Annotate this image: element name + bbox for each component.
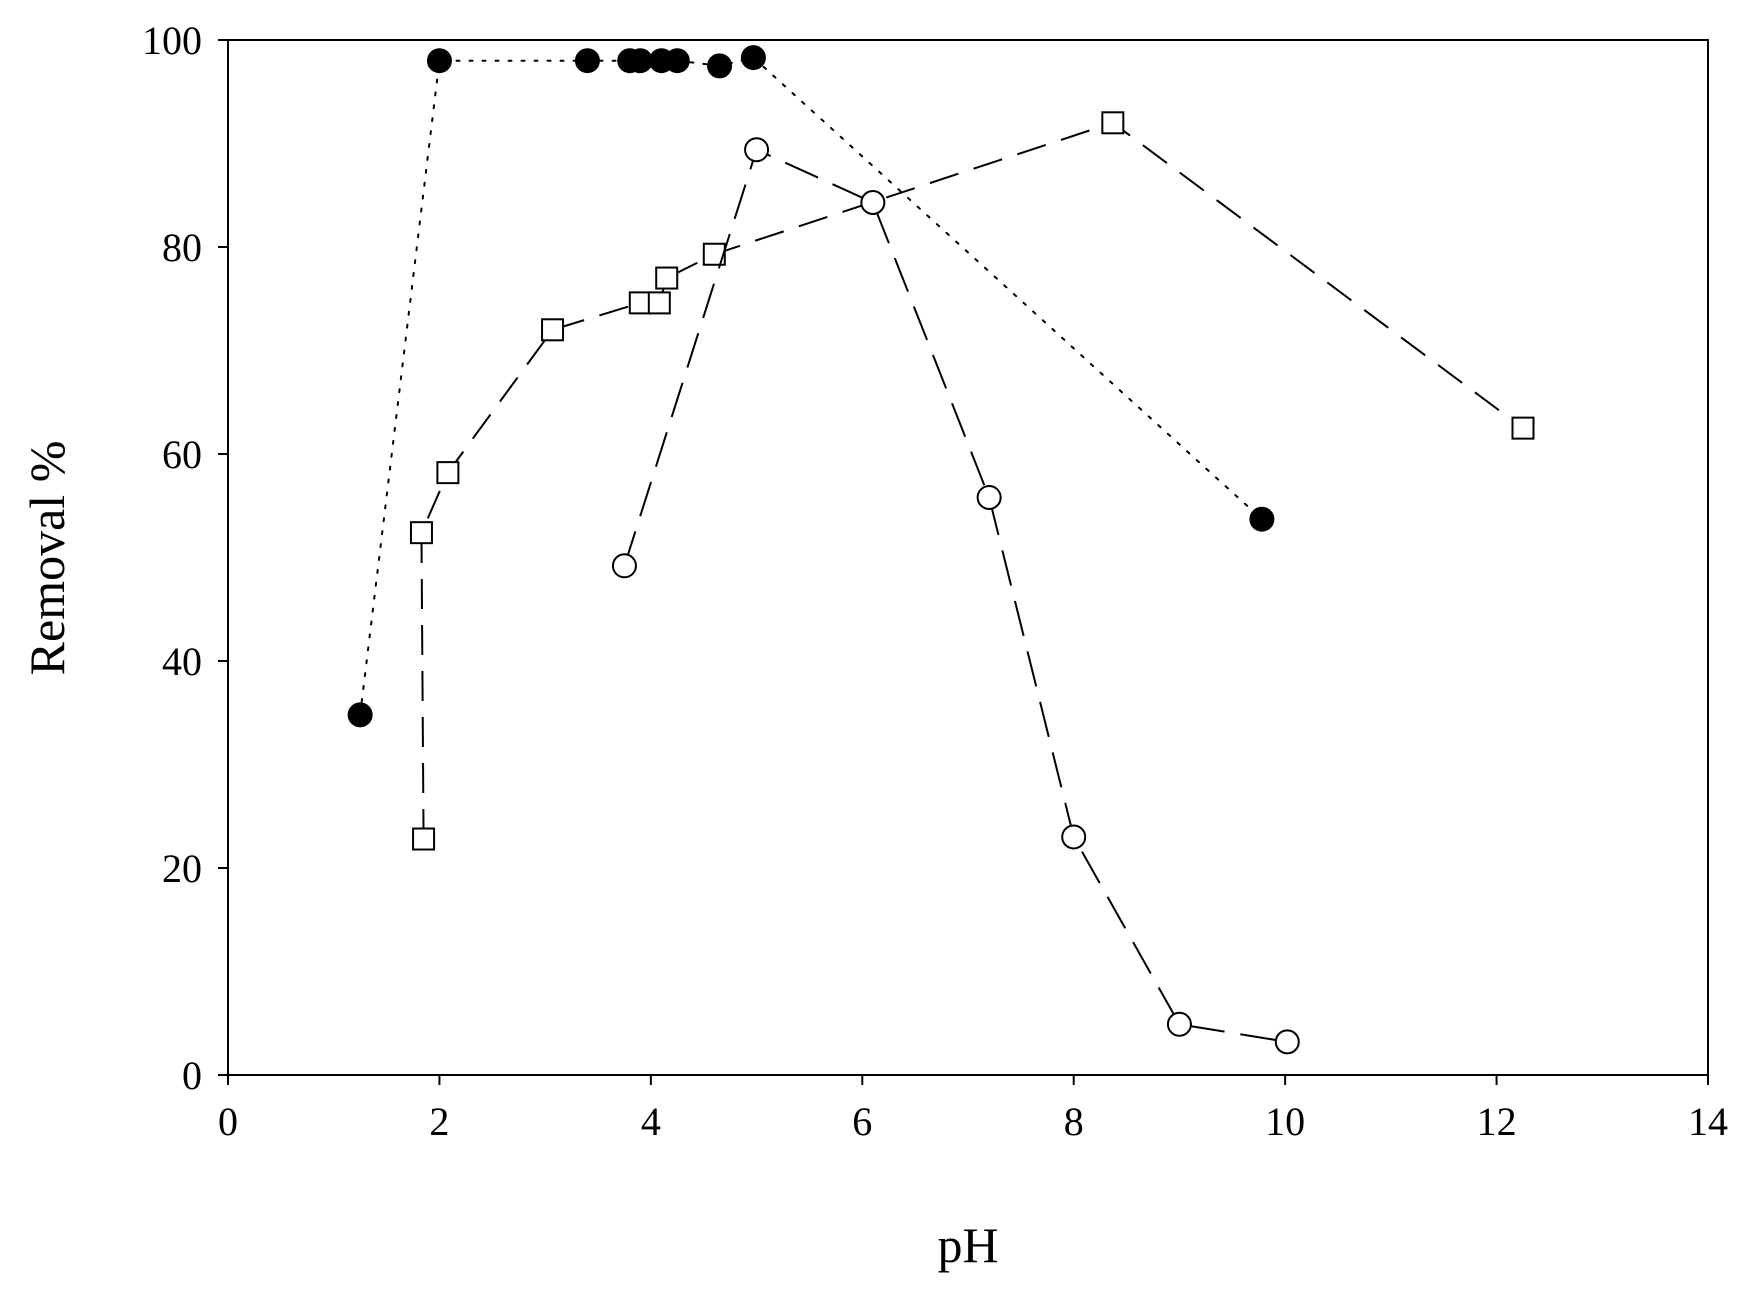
series-line [623,148,1288,1043]
series-3 [611,137,1300,1055]
x-axis-ticks: 0 2 4 6 8 10 12 14 [218,1075,1728,1144]
x-tick-label: 0 [218,1099,238,1144]
y-tick-label: 80 [162,225,202,270]
data-point [664,48,690,74]
data-point [541,318,565,342]
series-layer [347,45,1535,1055]
y-tick-label: 40 [162,639,202,684]
data-point [409,521,433,545]
data-point [627,48,653,74]
data-point [860,189,886,215]
x-tick-label: 8 [1064,1099,1084,1144]
x-tick-label: 6 [852,1099,872,1144]
x-tick-label: 14 [1688,1099,1728,1144]
data-point [744,137,770,163]
y-tick-label: 100 [142,18,202,63]
x-tick-label: 12 [1477,1099,1517,1144]
y-tick-label: 20 [162,846,202,891]
x-axis-label: pH [937,1217,998,1273]
plot-frame [227,39,1709,1076]
data-point [707,53,733,79]
series-2 [409,111,1535,851]
data-point [1166,1011,1192,1037]
data-point [1101,111,1125,135]
y-axis-label: Removal % [19,441,75,676]
data-point [347,702,373,728]
y-tick-label: 60 [162,432,202,477]
data-point [1274,1029,1300,1055]
series-line [359,56,1263,716]
data-point [426,48,452,74]
x-tick-label: 4 [641,1099,661,1144]
data-point [740,45,766,71]
data-point [647,291,671,315]
data-point [1061,824,1087,850]
series-1 [347,45,1275,728]
data-point [702,242,726,266]
data-point [1249,506,1275,532]
x-tick-label: 10 [1265,1099,1305,1144]
data-point [574,48,600,74]
data-point [436,461,460,485]
data-point [412,827,436,851]
data-point [976,484,1002,510]
data-point [1511,416,1535,440]
data-point [655,266,679,290]
data-point [628,291,652,315]
x-tick-label: 2 [429,1099,449,1144]
y-axis-ticks: 0 20 40 60 80 100 [142,18,228,1098]
y-tick-label: 0 [182,1053,202,1098]
data-point [611,553,637,579]
series-line [420,121,1524,840]
